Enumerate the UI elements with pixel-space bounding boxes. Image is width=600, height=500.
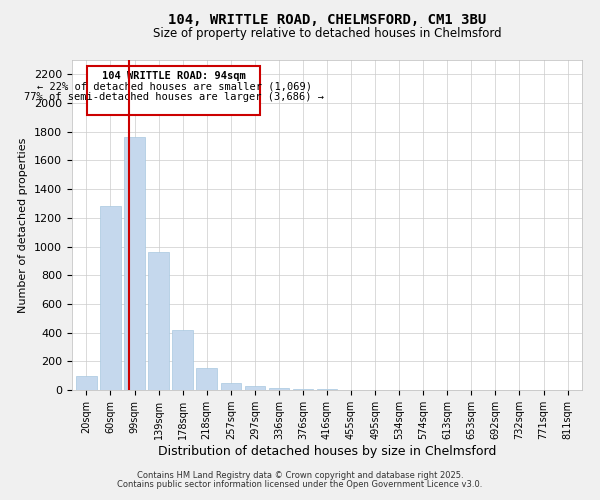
Bar bbox=[124, 138, 145, 390]
Bar bbox=[269, 388, 289, 390]
Bar bbox=[76, 376, 97, 390]
Bar bbox=[172, 330, 193, 390]
Text: ← 22% of detached houses are smaller (1,069): ← 22% of detached houses are smaller (1,… bbox=[37, 82, 312, 92]
Bar bbox=[293, 389, 313, 390]
Text: 104 WRITTLE ROAD: 94sqm: 104 WRITTLE ROAD: 94sqm bbox=[103, 72, 246, 82]
Text: Size of property relative to detached houses in Chelmsford: Size of property relative to detached ho… bbox=[152, 28, 502, 40]
Text: Contains public sector information licensed under the Open Government Licence v3: Contains public sector information licen… bbox=[118, 480, 482, 489]
Text: 77% of semi-detached houses are larger (3,686) →: 77% of semi-detached houses are larger (… bbox=[24, 92, 324, 102]
Y-axis label: Number of detached properties: Number of detached properties bbox=[19, 138, 28, 312]
Bar bbox=[196, 368, 217, 390]
Text: 104, WRITTLE ROAD, CHELMSFORD, CM1 3BU: 104, WRITTLE ROAD, CHELMSFORD, CM1 3BU bbox=[168, 12, 486, 26]
FancyBboxPatch shape bbox=[87, 66, 260, 114]
Text: Contains HM Land Registry data © Crown copyright and database right 2025.: Contains HM Land Registry data © Crown c… bbox=[137, 471, 463, 480]
Bar bbox=[245, 386, 265, 390]
Bar bbox=[148, 252, 169, 390]
Bar bbox=[221, 383, 241, 390]
X-axis label: Distribution of detached houses by size in Chelmsford: Distribution of detached houses by size … bbox=[158, 445, 496, 458]
Bar bbox=[100, 206, 121, 390]
